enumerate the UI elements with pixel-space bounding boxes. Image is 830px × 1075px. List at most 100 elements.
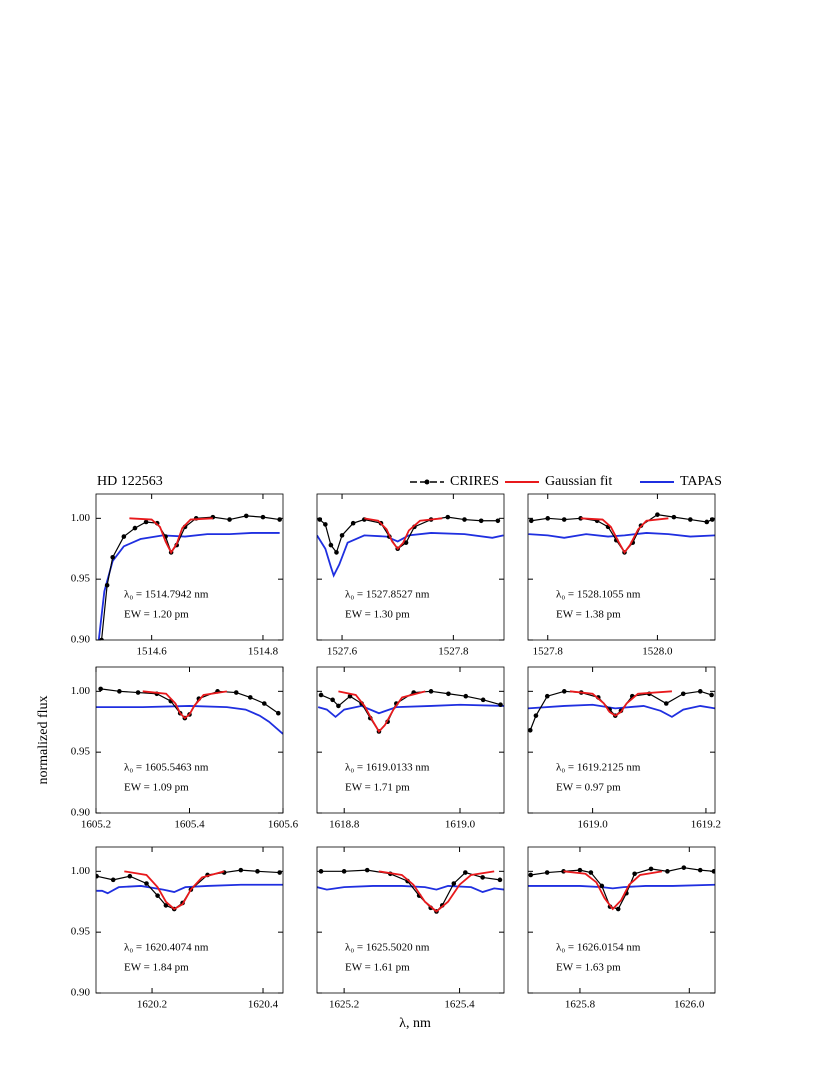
data-point (403, 540, 409, 545)
data-point (561, 689, 567, 694)
series-line (580, 517, 669, 555)
data-point (680, 691, 686, 697)
data-point (528, 518, 534, 524)
plot-area (528, 865, 715, 912)
x-tick-label: 1619.0 (445, 819, 476, 831)
series-line (100, 515, 280, 640)
data-point (671, 514, 677, 520)
plot-area (96, 686, 283, 735)
data-point (544, 693, 550, 699)
annotation: EW = 1.61 pm (345, 962, 410, 974)
y-axis-label: normalized flux (36, 695, 51, 784)
panel-frame (316, 493, 505, 641)
data-point (697, 689, 703, 694)
data-point (533, 713, 539, 718)
x-tick-label: 1620.2 (137, 999, 167, 1011)
y-tick-label: 0.90 (71, 807, 91, 819)
legend-label: Gaussian fit (545, 474, 612, 489)
series-line (96, 705, 283, 735)
series-line (530, 867, 714, 910)
x-tick-label: 1605.6 (268, 819, 299, 831)
data-point (347, 693, 353, 699)
series-line (378, 870, 495, 913)
series-line (528, 703, 715, 718)
data-point (655, 512, 660, 517)
data-point (96, 873, 99, 879)
data-point (132, 525, 138, 531)
data-point (238, 867, 244, 873)
data-point (463, 693, 469, 699)
data-point (247, 695, 253, 700)
data-point (480, 875, 485, 880)
series-line (142, 690, 228, 720)
data-point (334, 550, 339, 555)
data-point (463, 870, 468, 875)
data-point (451, 881, 457, 886)
series-line (129, 517, 213, 555)
y-tick-label: 0.95 (71, 573, 91, 585)
x-tick-label: 1514.6 (137, 646, 168, 658)
annotation: λ₀ = 1619.2125 nm (556, 762, 641, 774)
data-point (704, 519, 710, 525)
data-point (495, 518, 501, 524)
data-point (545, 516, 551, 521)
x-tick-label: 1514.8 (248, 646, 279, 658)
annotation: EW = 1.09 pm (124, 782, 189, 794)
data-point (544, 870, 550, 875)
data-point (428, 689, 434, 694)
data-point (665, 869, 670, 874)
data-point (709, 692, 714, 698)
legend-label: CRIRES (450, 474, 499, 489)
data-point (227, 517, 232, 522)
data-point (648, 866, 654, 872)
series-line (569, 690, 672, 717)
series-line (124, 870, 225, 911)
series-line (528, 532, 715, 539)
panel-frame (95, 493, 284, 641)
x-tick-label: 1626.0 (674, 999, 705, 1011)
data-point (697, 867, 703, 873)
legend-label: TAPAS (680, 474, 722, 489)
annotation: EW = 1.84 pm (124, 962, 189, 974)
x-tick-label: 1605.2 (81, 819, 111, 831)
y-tick-label: 0.90 (71, 634, 91, 646)
data-point (121, 534, 127, 539)
data-point (615, 906, 621, 912)
y-tick-label: 1.00 (71, 865, 91, 877)
annotation: λ₀ = 1605.5463 nm (124, 762, 209, 774)
panel-frame (527, 846, 716, 994)
data-point (364, 867, 370, 873)
data-point (330, 697, 335, 703)
annotation: EW = 1.38 pm (556, 609, 621, 621)
data-point (528, 872, 534, 878)
data-point (144, 881, 149, 886)
series-line (338, 690, 426, 733)
plot-area (96, 867, 283, 912)
panel-frame (527, 666, 716, 814)
x-tick-label: 1619.2 (691, 819, 721, 831)
data-point (127, 873, 133, 879)
data-point (163, 903, 169, 908)
x-tick-label: 1625.8 (565, 999, 596, 1011)
annotation: λ₀ = 1527.8527 nm (345, 589, 430, 601)
series-line (364, 517, 443, 551)
plot-area (317, 689, 504, 734)
series-line (96, 883, 283, 895)
annotation: λ₀ = 1620.4074 nm (124, 942, 209, 954)
data-point (588, 870, 594, 875)
x-tick-label: 1527.8 (533, 646, 564, 658)
y-tick-label: 1.00 (71, 685, 91, 697)
data-point (99, 637, 104, 640)
panel-frame (316, 846, 505, 994)
annotation: λ₀ = 1528.1055 nm (556, 589, 641, 601)
series-line (96, 869, 280, 910)
series-line (317, 703, 504, 719)
annotation: λ₀ = 1625.5020 nm (345, 942, 430, 954)
series-line (528, 883, 715, 890)
data-point (478, 518, 484, 524)
x-tick-label: 1625.4 (444, 999, 475, 1011)
x-tick-label: 1528.0 (642, 646, 673, 658)
series-line (317, 532, 504, 578)
data-point (260, 514, 266, 520)
series-line (317, 885, 504, 893)
